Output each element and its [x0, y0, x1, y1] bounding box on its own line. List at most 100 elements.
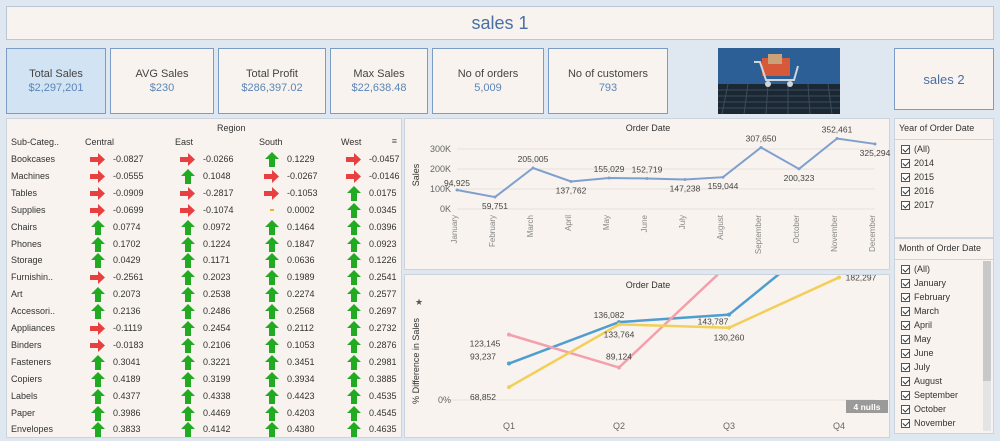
- region-cell: 0.0636: [263, 252, 343, 269]
- ratio-value: 0.2876: [369, 339, 397, 350]
- data-point[interactable]: [617, 365, 621, 370]
- checkbox[interactable]: [901, 432, 910, 433]
- region-cell: 0.2577: [345, 286, 401, 303]
- arrow-up-icon: [265, 388, 279, 404]
- month-filter-option[interactable]: December: [895, 430, 993, 433]
- checkbox[interactable]: [901, 348, 910, 358]
- region-cell: 0.1847: [263, 236, 343, 253]
- dashboard-title: sales 1: [6, 6, 994, 40]
- checkbox[interactable]: [901, 320, 910, 330]
- nulls-indicator[interactable]: [846, 400, 888, 413]
- ratio-value: -0.0699: [113, 204, 144, 215]
- data-point[interactable]: [455, 188, 459, 192]
- month-filter-option[interactable]: April: [895, 318, 993, 332]
- data-point[interactable]: [507, 332, 511, 337]
- checkbox[interactable]: [901, 186, 910, 196]
- month-filter-option[interactable]: November: [895, 416, 993, 430]
- data-label: 94,925: [444, 178, 470, 188]
- checkbox[interactable]: [901, 200, 910, 210]
- data-point[interactable]: [721, 175, 725, 179]
- month-filter-option[interactable]: March: [895, 304, 993, 318]
- kpi-total-sales[interactable]: Total Sales $2,297,201: [6, 48, 106, 114]
- year-filter-option[interactable]: (All): [895, 142, 993, 156]
- month-filter-option[interactable]: September: [895, 388, 993, 402]
- filter-option-label: (All): [914, 144, 930, 154]
- checkbox[interactable]: [901, 264, 910, 274]
- month-filter-option[interactable]: July: [895, 360, 993, 374]
- data-point[interactable]: [835, 137, 839, 141]
- region-cell: -0.1074: [179, 202, 259, 219]
- ratio-value: -0.2817: [203, 187, 234, 198]
- ratio-value: 0.1989: [287, 272, 315, 283]
- ratio-value: 0.2732: [369, 323, 397, 333]
- year-filter-option[interactable]: 2017: [895, 198, 993, 212]
- month-filter-option[interactable]: February: [895, 290, 993, 304]
- data-point[interactable]: [607, 176, 611, 180]
- data-point[interactable]: [837, 275, 841, 280]
- table-row: Chairs 0.0774 0.0972 0.1464 0.0396: [7, 219, 401, 236]
- data-point[interactable]: [531, 166, 535, 170]
- month-filter-option[interactable]: October: [895, 402, 993, 416]
- data-point[interactable]: [645, 176, 649, 180]
- table-row: Storage 0.0429 0.1171 0.0636 0.1226: [7, 252, 401, 269]
- data-point[interactable]: [683, 178, 687, 182]
- ratio-value: 0.0636: [287, 255, 315, 266]
- data-point[interactable]: [569, 179, 573, 183]
- checkbox[interactable]: [901, 158, 910, 168]
- checkbox[interactable]: [901, 306, 910, 316]
- arrow-up-icon: [91, 236, 105, 252]
- kpi-avg-sales[interactable]: AVG Sales $230: [110, 48, 214, 114]
- arrow-up-icon: [91, 354, 105, 370]
- month-filter-option[interactable]: June: [895, 346, 993, 360]
- kpi-customers[interactable]: No of customers 793: [548, 48, 668, 114]
- checkbox[interactable]: [901, 362, 910, 372]
- data-point[interactable]: [507, 361, 511, 366]
- arrow-up-icon: [91, 388, 105, 404]
- ratio-value: 0.4545: [369, 407, 397, 418]
- data-point[interactable]: [727, 325, 731, 330]
- region-cell: -0.1119: [89, 320, 169, 337]
- data-point[interactable]: [493, 195, 497, 199]
- region-cell: 0.4535: [345, 388, 401, 405]
- checkbox[interactable]: [901, 404, 910, 414]
- arrow-up-icon: [347, 270, 361, 286]
- filter-option-label: 2016: [914, 186, 935, 196]
- region-cell: 0.3451: [263, 354, 343, 371]
- kpi-max-sales[interactable]: Max Sales $22,638.48: [330, 48, 428, 114]
- year-filter-option[interactable]: 2015: [895, 170, 993, 184]
- checkbox[interactable]: [901, 390, 910, 400]
- data-point[interactable]: [759, 145, 763, 149]
- checkbox[interactable]: [901, 376, 910, 386]
- kpi-total-profit[interactable]: Total Profit $286,397.02: [218, 48, 326, 114]
- checkbox[interactable]: [901, 144, 910, 154]
- ratio-value: 0.2274: [287, 289, 315, 300]
- kpi-orders[interactable]: No of orders 5,009: [432, 48, 544, 114]
- checkbox[interactable]: [901, 172, 910, 182]
- ratio-value: 0.1224: [203, 238, 231, 249]
- sort-icon[interactable]: ≡: [391, 136, 397, 146]
- subcategory-header[interactable]: Sub-Categ..: [11, 137, 60, 147]
- data-point[interactable]: [727, 312, 731, 317]
- month-filter-scrollbar[interactable]: [983, 261, 991, 431]
- filter-option-label: April: [914, 320, 933, 330]
- checkbox[interactable]: [901, 334, 910, 344]
- arrow-up-icon: [181, 405, 195, 421]
- data-point[interactable]: [873, 142, 877, 146]
- checkbox[interactable]: [901, 418, 910, 428]
- data-point[interactable]: [617, 322, 621, 327]
- table-row: Envelopes 0.3833 0.4142 0.4380 0.4635: [7, 421, 401, 437]
- arrow-right-icon: [90, 153, 105, 166]
- month-filter-option[interactable]: (All): [895, 262, 993, 276]
- month-filter-option[interactable]: May: [895, 332, 993, 346]
- sales-2-button[interactable]: sales 2: [894, 48, 994, 110]
- month-filter-option[interactable]: August: [895, 374, 993, 388]
- data-point[interactable]: [797, 167, 801, 171]
- year-filter-option[interactable]: 2014: [895, 156, 993, 170]
- checkbox[interactable]: [901, 292, 910, 302]
- checkbox[interactable]: [901, 278, 910, 288]
- year-filter-option[interactable]: 2016: [895, 184, 993, 198]
- data-point[interactable]: [507, 385, 511, 390]
- month-filter-option[interactable]: January: [895, 276, 993, 290]
- ratio-value: 0.2486: [203, 306, 231, 317]
- scroll-thumb[interactable]: [983, 261, 991, 381]
